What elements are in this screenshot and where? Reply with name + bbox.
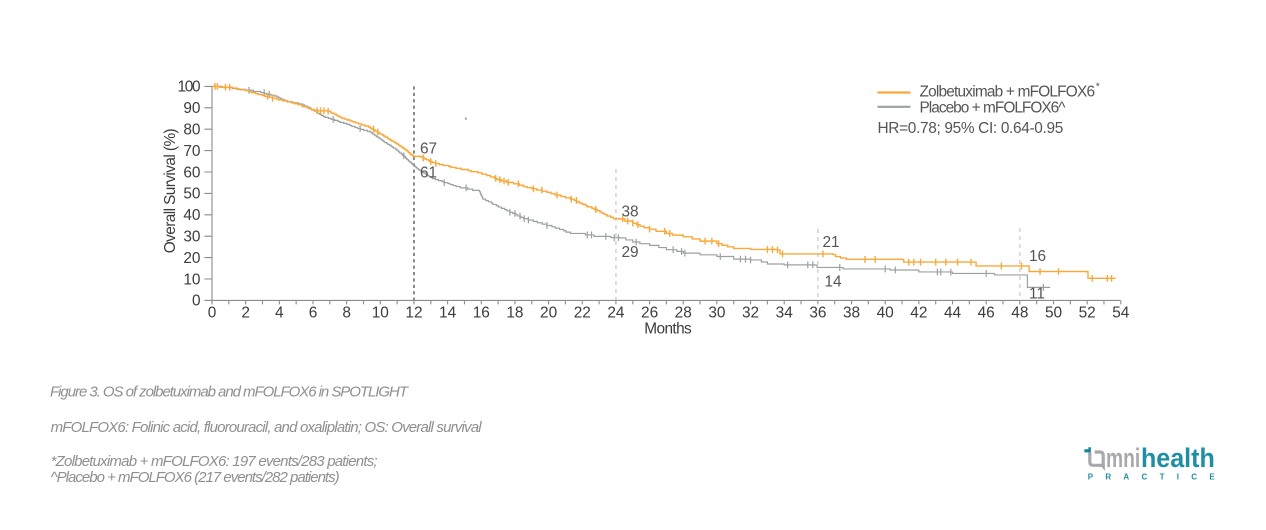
svg-text:12: 12 xyxy=(405,305,422,322)
svg-text:67: 67 xyxy=(420,140,437,157)
svg-text:44: 44 xyxy=(944,305,962,322)
svg-text:52: 52 xyxy=(1079,305,1096,322)
svg-text:38: 38 xyxy=(622,203,639,220)
svg-text:24: 24 xyxy=(607,305,625,322)
svg-text:48: 48 xyxy=(1011,305,1028,322)
svg-text:PRACTICE: PRACTICE xyxy=(1088,472,1225,481)
svg-text:11: 11 xyxy=(1029,285,1045,302)
svg-text:21: 21 xyxy=(823,234,840,251)
svg-text:18: 18 xyxy=(506,305,523,322)
svg-text:Months: Months xyxy=(644,320,692,337)
svg-text:26: 26 xyxy=(641,305,658,322)
svg-text:40: 40 xyxy=(183,207,200,224)
svg-text:50: 50 xyxy=(183,186,200,203)
svg-text:*Zolbetuximab + mFOLFOX6: 197: *Zolbetuximab + mFOLFOX6: 197 events/283… xyxy=(51,453,378,470)
svg-text:50: 50 xyxy=(1045,305,1062,322)
svg-text:20: 20 xyxy=(540,305,557,322)
svg-text:42: 42 xyxy=(910,305,927,322)
svg-text:8: 8 xyxy=(342,305,351,322)
svg-text:2: 2 xyxy=(241,305,250,322)
svg-text:30: 30 xyxy=(183,229,200,246)
svg-text:16: 16 xyxy=(473,305,490,322)
svg-text:22: 22 xyxy=(574,305,591,322)
svg-text:38: 38 xyxy=(843,305,860,322)
svg-text:46: 46 xyxy=(978,305,995,322)
svg-text:4: 4 xyxy=(275,305,284,322)
svg-text:16: 16 xyxy=(1029,248,1046,265)
svg-text:mni: mni xyxy=(1106,443,1140,473)
svg-text:mFOLFOX6: Folinic acid, fluoro: mFOLFOX6: Folinic acid, fluorouracil, an… xyxy=(51,419,483,436)
svg-text:Placebo + mFOLFOX6^: Placebo + mFOLFOX6^ xyxy=(920,99,1067,116)
svg-text:34: 34 xyxy=(776,305,794,322)
svg-text:60: 60 xyxy=(183,164,200,181)
svg-text:61: 61 xyxy=(420,164,437,181)
svg-text:32: 32 xyxy=(742,305,759,322)
svg-text:28: 28 xyxy=(675,305,692,322)
svg-text:HR=0.78; 95% CI: 0.64-0.95: HR=0.78; 95% CI: 0.64-0.95 xyxy=(878,120,1064,137)
svg-text:10: 10 xyxy=(372,305,389,322)
svg-text:100: 100 xyxy=(178,79,201,96)
svg-text:10: 10 xyxy=(183,271,200,288)
svg-text:6: 6 xyxy=(309,305,318,322)
svg-text:29: 29 xyxy=(622,244,639,261)
svg-text:90: 90 xyxy=(183,100,200,117)
svg-text:Overall Survival (%): Overall Survival (%) xyxy=(162,128,179,253)
svg-text:54: 54 xyxy=(1112,305,1130,322)
svg-text:^Placebo + mFOLFOX6 (217 event: ^Placebo + mFOLFOX6 (217 events/282 pati… xyxy=(51,469,340,486)
svg-text:14: 14 xyxy=(439,305,457,322)
svg-text:80: 80 xyxy=(183,122,200,139)
svg-text:0: 0 xyxy=(192,293,201,310)
svg-text:20: 20 xyxy=(183,250,200,267)
svg-text:Figure 3. OS of zolbetuximab a: Figure 3. OS of zolbetuximab and mFOLFOX… xyxy=(50,384,410,401)
svg-text:14: 14 xyxy=(825,273,843,290)
svg-text:health: health xyxy=(1141,443,1215,473)
svg-text:Zolbetuximab + mFOLFOX6: Zolbetuximab + mFOLFOX6 xyxy=(920,84,1096,101)
svg-text:36: 36 xyxy=(809,305,826,322)
svg-text:70: 70 xyxy=(183,143,200,160)
svg-text:30: 30 xyxy=(708,305,725,322)
svg-text:*: * xyxy=(1096,81,1100,93)
svg-text:0: 0 xyxy=(208,305,217,322)
svg-text:40: 40 xyxy=(877,305,894,322)
